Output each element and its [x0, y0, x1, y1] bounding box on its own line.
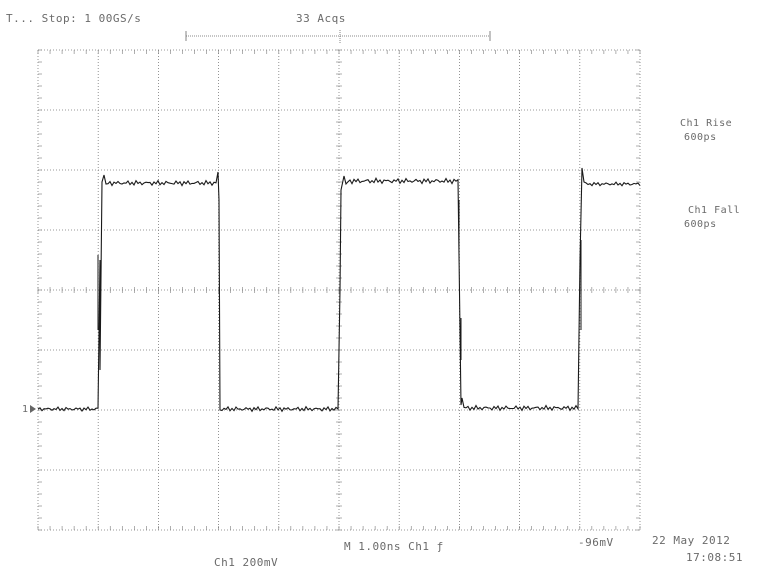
acquisition-count: 33 Acqs: [296, 12, 346, 25]
channel-marker-label: 1: [22, 404, 29, 415]
trigger-level: -96mV: [578, 536, 614, 549]
measurement-rise-label: Ch1 Rise: [680, 118, 733, 129]
measurement-fall-value: 600ps: [684, 219, 717, 230]
measurement-fall-label: Ch1 Fall: [688, 205, 741, 216]
trigger-position-bracket: [185, 30, 491, 44]
date: 22 May 2012: [652, 534, 731, 547]
acquisition-status: T... Stop: 1 00GS/s: [6, 12, 142, 25]
measurement-rise-value: 600ps: [684, 132, 717, 143]
channel-1-ground-marker: [30, 405, 36, 413]
waveform-trace: [37, 167, 641, 413]
ground-marker-arrow: [30, 405, 36, 413]
channel-scale: Ch1 200mV: [214, 556, 279, 569]
time: 17:08:51: [686, 551, 743, 564]
graticule: [37, 49, 641, 531]
timebase-trigger: M 1.00ns Ch1 ƒ: [344, 540, 444, 553]
